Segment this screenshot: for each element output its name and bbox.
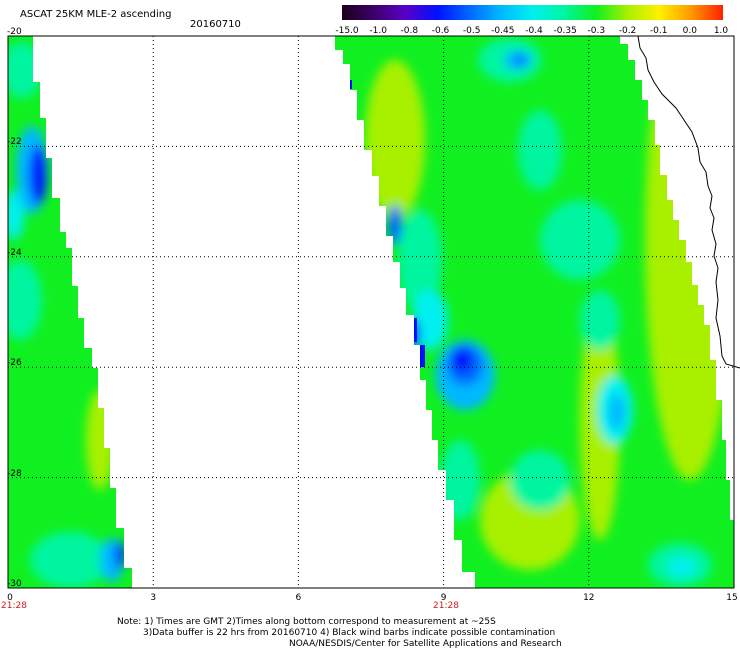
latitude-tick-label: -30 <box>7 579 22 589</box>
colorbar-label: -0.1 <box>649 26 668 36</box>
colorbar-label: -0.3 <box>587 26 606 36</box>
coastline <box>637 35 740 369</box>
colorbar-label: -15.0 <box>335 26 359 36</box>
plot-frame <box>7 35 735 589</box>
colorbar-label: -0.35 <box>553 26 577 36</box>
colorbar-label: -0.45 <box>491 26 515 36</box>
colorbar-label: 0.0 <box>682 26 697 36</box>
colorbar <box>342 5 723 20</box>
note-line-1: Note: 1) Times are GMT 2)Times along bot… <box>117 617 496 627</box>
colorbar-label: -0.4 <box>525 26 543 36</box>
right-swath <box>335 36 734 588</box>
pass-time-label: 21:28 <box>433 601 459 611</box>
note-line-3: NOAA/NESDIS/Center for Satellite Applica… <box>289 639 562 649</box>
colorbar-label: -0.2 <box>618 26 637 36</box>
left-swath <box>8 36 132 588</box>
longitude-tick-label: 3 <box>150 593 157 603</box>
longitude-tick-label: 12 <box>583 593 595 603</box>
note-line-2: 3)Data buffer is 22 hrs from 20160710 4)… <box>143 628 556 638</box>
colorbar-label: -0.8 <box>400 26 419 36</box>
lat-lon-grid <box>8 36 734 588</box>
longitude-tick-label: 0 <box>7 593 13 603</box>
latitude-tick-label: -24 <box>7 247 22 258</box>
colorbar-label: -1.0 <box>369 26 387 36</box>
product-title: ASCAT 25KM MLE-2 ascending <box>20 9 172 20</box>
longitude-tick-label: 15 <box>726 593 738 603</box>
latitude-tick-label: -28 <box>7 468 22 479</box>
colorbar-label: -0.5 <box>462 26 481 36</box>
latitude-tick-label: -20 <box>7 27 22 37</box>
colorbar-label: 1.0 <box>713 26 729 36</box>
longitude-tick-label: 6 <box>295 593 302 603</box>
colorbar-label: -0.6 <box>431 26 450 36</box>
product-date: 20160710 <box>190 19 241 30</box>
latitude-tick-label: -22 <box>7 137 22 148</box>
longitude-tick-label: 9 <box>440 593 447 603</box>
pass-time-label: 21:28 <box>1 601 27 611</box>
latitude-tick-label: -26 <box>7 358 22 369</box>
